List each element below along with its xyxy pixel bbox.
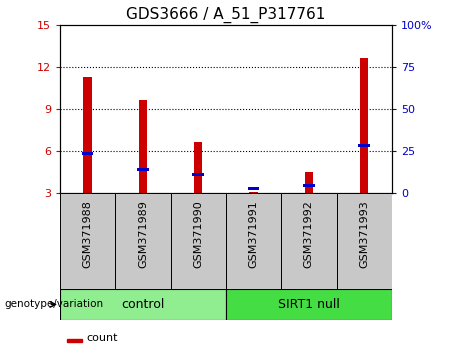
Text: GSM371993: GSM371993	[359, 201, 369, 268]
Bar	[60, 193, 115, 289]
Text: GSM371989: GSM371989	[138, 201, 148, 268]
Bar	[226, 193, 281, 289]
Bar	[226, 289, 392, 320]
Bar	[249, 192, 258, 193]
Bar	[358, 144, 370, 147]
Bar	[139, 101, 147, 193]
Bar	[194, 143, 202, 193]
Bar	[281, 193, 337, 289]
Bar	[83, 76, 92, 193]
Bar	[360, 58, 368, 193]
Text: genotype/variation: genotype/variation	[5, 299, 104, 309]
Bar	[82, 152, 94, 155]
Bar	[171, 193, 226, 289]
Bar	[337, 193, 392, 289]
Text: GSM371990: GSM371990	[193, 201, 203, 268]
Text: GSM371988: GSM371988	[83, 201, 93, 268]
Bar	[115, 193, 171, 289]
Bar	[137, 167, 149, 171]
Text: GSM371991: GSM371991	[248, 201, 259, 268]
Bar	[66, 339, 82, 342]
Text: control: control	[121, 298, 165, 311]
Text: SIRT1 null: SIRT1 null	[278, 298, 340, 311]
Bar	[303, 184, 315, 188]
Title: GDS3666 / A_51_P317761: GDS3666 / A_51_P317761	[126, 7, 325, 23]
Bar	[60, 289, 226, 320]
Bar	[192, 173, 204, 176]
Bar	[305, 172, 313, 193]
Text: count: count	[87, 333, 118, 343]
Bar	[248, 187, 260, 190]
Text: GSM371992: GSM371992	[304, 201, 314, 268]
